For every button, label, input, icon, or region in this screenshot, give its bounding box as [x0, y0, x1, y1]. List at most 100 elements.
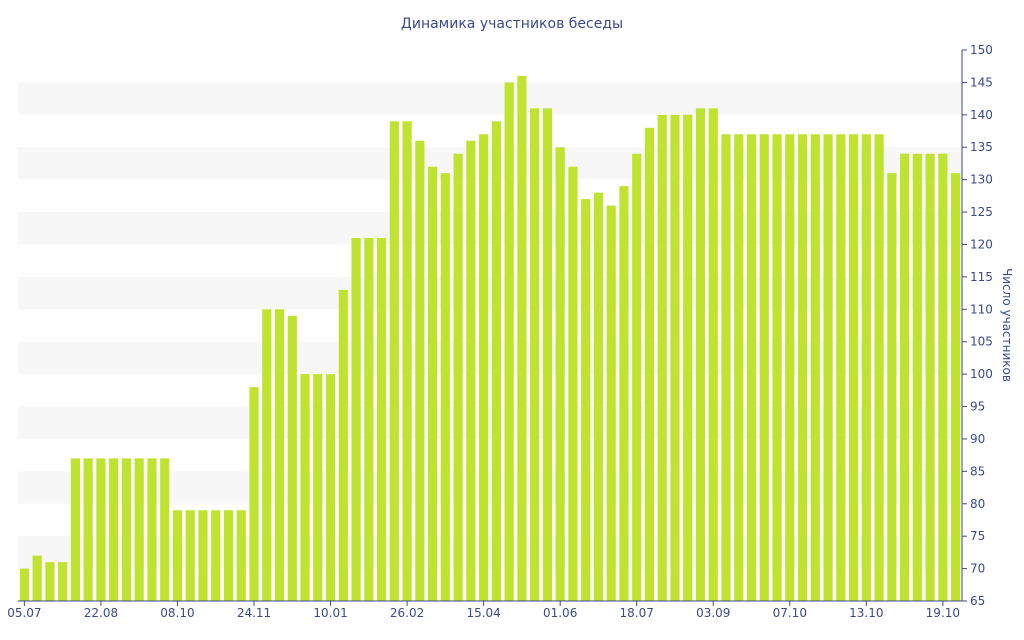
- bar: [19, 568, 29, 601]
- bar: [402, 121, 412, 602]
- grid-bands: [18, 82, 962, 569]
- bar: [338, 289, 348, 601]
- bar: [900, 153, 910, 601]
- bar: [45, 562, 55, 601]
- bar: [134, 458, 144, 601]
- bar: [797, 134, 808, 602]
- x-tick-label: 08.10: [160, 606, 194, 620]
- x-tick-label: 01.06: [543, 606, 577, 620]
- bar: [836, 134, 846, 602]
- bar: [160, 458, 170, 601]
- bar: [785, 134, 795, 602]
- bar: [606, 205, 616, 601]
- x-tick-label: 24.11: [237, 606, 271, 620]
- y-tick-label: 130: [970, 173, 993, 187]
- bar: [810, 134, 820, 602]
- x-ticks: 05.07 22.08 08.10 24.11 10.01 26.02 15.04 01.06…: [7, 601, 960, 620]
- y-tick-label: 120: [970, 237, 993, 251]
- bar: [644, 127, 655, 601]
- bar: [428, 166, 438, 601]
- bar: [287, 315, 297, 601]
- bar: [389, 121, 399, 602]
- x-tick-label: 07.10: [773, 606, 807, 620]
- bar: [274, 309, 285, 601]
- y-tick-label: 135: [970, 140, 993, 154]
- y-tick-label: 75: [970, 529, 985, 543]
- bar: [185, 510, 195, 601]
- x-tick-label: 19.10: [926, 606, 960, 620]
- grid-band: [18, 212, 962, 245]
- x-tick-label: 26.02: [390, 606, 424, 620]
- y-tick-label: 145: [970, 75, 993, 89]
- y-tick-label: 150: [970, 43, 993, 57]
- bar: [555, 147, 565, 601]
- bars: [19, 75, 961, 602]
- bar: [96, 458, 106, 601]
- grid-band: [18, 536, 962, 569]
- x-tick-label: 05.07: [7, 606, 41, 620]
- bar: [211, 510, 221, 601]
- bar: [695, 108, 706, 601]
- grid-band: [18, 147, 962, 180]
- y-ticks: 65 70 75 80 85 90 95 100 105 110 115 120 125 130 135 14…: [962, 43, 993, 608]
- y-tick-label: 65: [970, 594, 985, 608]
- bar: [951, 173, 961, 601]
- bar: [938, 153, 948, 601]
- bar: [848, 134, 859, 602]
- y-tick-label: 85: [970, 464, 985, 478]
- bar: [823, 134, 833, 602]
- y-axis-title: Число участников: [1000, 268, 1014, 382]
- bar: [198, 510, 208, 601]
- bar: [453, 153, 463, 601]
- bar: [759, 134, 769, 602]
- y-tick-label: 110: [970, 302, 993, 316]
- bar: [223, 510, 234, 601]
- bar: [300, 374, 310, 601]
- bar: [632, 153, 642, 601]
- bar: [683, 114, 693, 601]
- bar: [70, 458, 80, 601]
- bar: [58, 562, 68, 601]
- bar: [530, 108, 540, 601]
- bar: [925, 153, 935, 601]
- bar: [504, 82, 514, 602]
- bar: [147, 458, 157, 601]
- bar: [581, 199, 591, 601]
- bar: [657, 114, 667, 601]
- bar: [466, 140, 476, 602]
- bar: [568, 166, 578, 601]
- bar: [376, 237, 387, 602]
- bar: [542, 108, 552, 601]
- y-tick-label: 95: [970, 400, 985, 414]
- bar: [109, 458, 119, 601]
- y-tick-label: 100: [970, 367, 993, 381]
- bar: [708, 108, 718, 601]
- bar: [262, 309, 272, 601]
- y-tick-label: 90: [970, 432, 985, 446]
- grid-band: [18, 82, 962, 115]
- grid-band: [18, 341, 962, 375]
- bar: [121, 458, 132, 601]
- y-tick-label: 140: [970, 108, 993, 122]
- x-tick-label: 22.08: [84, 606, 118, 620]
- bar: [249, 387, 259, 601]
- bar: [32, 555, 42, 601]
- bar: [325, 374, 336, 601]
- bar: [619, 186, 629, 602]
- x-tick-label: 15.04: [466, 606, 500, 620]
- bar: [517, 75, 527, 601]
- grid-band: [18, 406, 962, 439]
- bar: [593, 192, 604, 602]
- grid-band: [18, 471, 962, 504]
- y-tick-label: 105: [970, 335, 993, 349]
- bar: [83, 458, 93, 601]
- bar: [172, 510, 183, 601]
- bar: [887, 173, 897, 601]
- bar: [415, 140, 425, 602]
- x-tick-label: 13.10: [849, 606, 883, 620]
- bar: [236, 510, 246, 601]
- grid-band: [18, 276, 962, 310]
- y-tick-label: 115: [970, 270, 993, 284]
- bar: [874, 134, 884, 602]
